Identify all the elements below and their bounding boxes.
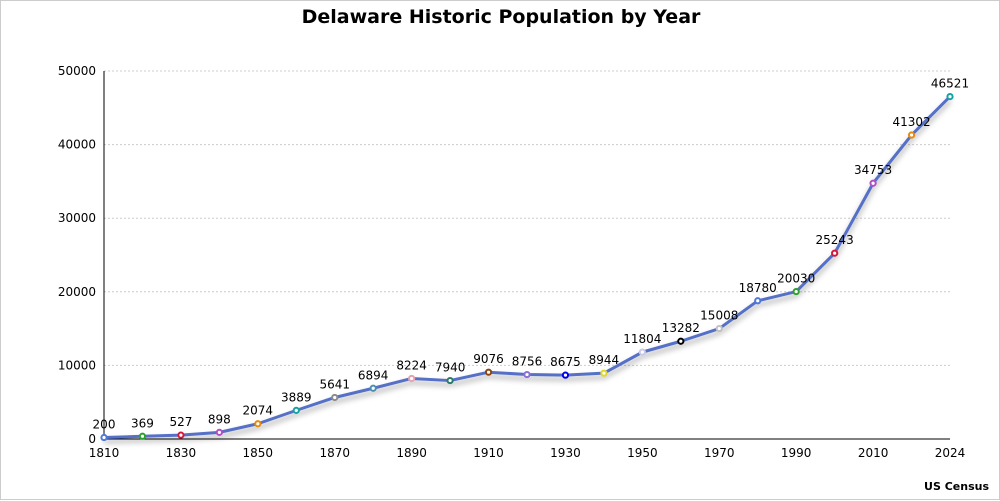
data-label: 6894 xyxy=(358,368,389,382)
data-point xyxy=(831,249,839,257)
data-point xyxy=(907,131,916,139)
data-point xyxy=(561,371,570,379)
y-tick-label: 20000 xyxy=(58,285,96,299)
data-label: 8224 xyxy=(396,358,427,372)
data-label: 8756 xyxy=(512,355,543,369)
data-point xyxy=(138,432,147,440)
x-tick-label: 1850 xyxy=(243,446,274,460)
data-label: 13282 xyxy=(662,321,700,335)
data-point xyxy=(600,369,608,377)
x-tick-label: 2024 xyxy=(935,446,966,460)
data-label: 25243 xyxy=(816,233,854,247)
data-point xyxy=(715,324,723,333)
data-point xyxy=(254,420,262,428)
data-label: 5641 xyxy=(319,377,350,391)
data-point xyxy=(446,376,454,385)
data-label: 9076 xyxy=(473,352,504,366)
series-line xyxy=(103,95,952,440)
x-tick-label: 2010 xyxy=(858,446,889,460)
x-tick-label: 1810 xyxy=(89,446,120,460)
data-point xyxy=(177,431,185,439)
data-label: 3889 xyxy=(281,390,312,404)
data-label: 898 xyxy=(208,412,231,426)
data-point xyxy=(292,406,300,414)
x-tick-label: 1990 xyxy=(781,446,812,460)
data-point xyxy=(369,384,377,392)
data-label: 527 xyxy=(169,415,192,429)
data-point xyxy=(523,370,531,379)
x-tick-label: 1930 xyxy=(550,446,581,460)
data-point xyxy=(484,368,493,376)
data-label: 8675 xyxy=(550,355,581,369)
data-label: 2074 xyxy=(243,404,274,418)
x-tick-label: 1890 xyxy=(396,446,427,460)
data-label: 20030 xyxy=(777,272,815,286)
x-tick-label: 1970 xyxy=(704,446,735,460)
data-point xyxy=(946,93,954,101)
data-label: 7940 xyxy=(435,361,466,375)
source-note: US Census xyxy=(924,480,989,493)
data-point xyxy=(638,348,646,356)
data-point xyxy=(215,428,223,436)
data-point xyxy=(677,337,685,345)
data-label: 46521 xyxy=(931,77,969,91)
y-tick-label: 30000 xyxy=(58,211,96,225)
data-point xyxy=(331,393,339,402)
x-tick-label: 1830 xyxy=(166,446,197,460)
data-label: 34753 xyxy=(854,163,892,177)
data-point xyxy=(869,179,877,187)
data-label: 8944 xyxy=(589,353,620,367)
x-tick-label: 1950 xyxy=(627,446,658,460)
data-point xyxy=(100,433,108,442)
data-label: 15008 xyxy=(700,309,738,323)
data-label: 11804 xyxy=(623,332,661,346)
data-point xyxy=(408,374,416,383)
data-label: 200 xyxy=(93,418,116,432)
data-label: 41302 xyxy=(892,115,930,129)
y-tick-label: 50000 xyxy=(58,64,96,78)
x-tick-label: 1870 xyxy=(319,446,350,460)
data-point xyxy=(754,297,762,305)
y-tick-label: 10000 xyxy=(58,358,96,372)
y-tick-label: 40000 xyxy=(58,138,96,152)
y-tick-label: 0 xyxy=(88,432,96,446)
data-label: 369 xyxy=(131,416,154,430)
data-point xyxy=(792,287,800,296)
data-label: 18780 xyxy=(739,281,777,295)
chart-title: Delaware Historic Population by Year xyxy=(301,6,701,28)
x-tick-label: 1910 xyxy=(473,446,504,460)
